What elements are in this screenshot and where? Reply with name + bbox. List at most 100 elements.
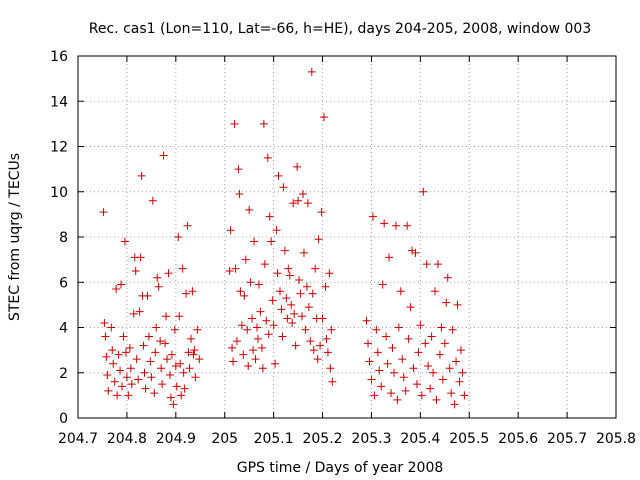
data-point xyxy=(365,357,374,366)
data-point xyxy=(326,364,335,373)
data-point xyxy=(458,368,467,377)
data-point xyxy=(118,382,127,391)
data-point xyxy=(417,391,426,400)
data-point xyxy=(322,334,331,343)
data-point xyxy=(373,348,382,357)
data-point xyxy=(269,321,278,330)
data-point xyxy=(427,332,436,341)
data-point xyxy=(161,339,170,348)
data-point xyxy=(180,384,189,393)
data-point xyxy=(414,348,423,357)
data-point xyxy=(171,361,180,370)
data-point xyxy=(258,364,267,373)
data-point xyxy=(244,361,253,370)
data-point xyxy=(236,287,245,296)
data-point xyxy=(424,361,433,370)
data-point xyxy=(253,334,262,343)
data-point xyxy=(294,196,303,205)
data-point xyxy=(370,391,379,400)
data-point xyxy=(328,377,337,386)
data-point xyxy=(453,300,462,309)
data-point xyxy=(283,314,292,323)
data-point xyxy=(383,359,392,368)
data-point xyxy=(280,246,289,255)
data-point xyxy=(442,298,451,307)
data-point xyxy=(285,271,294,280)
data-point xyxy=(158,380,167,389)
data-point xyxy=(289,199,298,208)
data-point xyxy=(119,332,128,341)
data-point xyxy=(452,357,461,366)
data-point xyxy=(184,348,193,357)
data-point xyxy=(143,291,152,300)
data-point xyxy=(260,260,269,269)
data-point xyxy=(234,165,243,174)
data-point xyxy=(447,389,456,398)
data-point xyxy=(399,373,408,382)
data-point xyxy=(327,325,336,334)
x-tick-label: 205.7 xyxy=(547,431,587,447)
data-point xyxy=(318,314,327,323)
data-point xyxy=(166,393,175,402)
data-point xyxy=(177,391,186,400)
data-point xyxy=(129,309,138,318)
data-point xyxy=(153,273,162,282)
data-point xyxy=(385,253,394,262)
data-point xyxy=(122,373,131,382)
data-point xyxy=(364,339,373,348)
data-point xyxy=(100,318,109,327)
data-point xyxy=(372,325,381,334)
data-point xyxy=(109,359,118,368)
data-point xyxy=(116,366,125,375)
data-point xyxy=(298,312,307,321)
data-point xyxy=(394,323,403,332)
data-point xyxy=(117,280,126,289)
data-point xyxy=(99,208,108,217)
data-point xyxy=(110,377,119,386)
data-point xyxy=(165,371,174,380)
data-point xyxy=(183,221,192,230)
data-point xyxy=(113,391,122,400)
data-point xyxy=(240,291,249,300)
data-point xyxy=(422,260,431,269)
data-point xyxy=(250,237,259,246)
data-point xyxy=(309,346,318,355)
data-point xyxy=(136,253,145,262)
data-point xyxy=(298,190,307,199)
data-point xyxy=(438,375,447,384)
data-point xyxy=(237,321,246,330)
data-point xyxy=(303,199,312,208)
y-tick-label: 4 xyxy=(59,321,68,337)
data-point xyxy=(265,212,274,221)
data-point xyxy=(251,355,260,364)
data-point xyxy=(148,196,157,205)
data-point xyxy=(131,266,140,275)
data-point xyxy=(291,341,300,350)
data-point xyxy=(241,255,250,264)
data-point xyxy=(272,226,281,235)
y-tick-label: 2 xyxy=(59,366,68,382)
data-point xyxy=(316,341,325,350)
x-tick-label: 205.8 xyxy=(596,431,636,447)
data-point xyxy=(295,275,304,284)
x-tick-label: 205.3 xyxy=(351,431,391,447)
data-point xyxy=(456,346,465,355)
data-point xyxy=(284,264,293,273)
data-point xyxy=(432,395,441,404)
y-tick-label: 16 xyxy=(50,49,68,65)
data-point xyxy=(248,314,257,323)
x-tick-label: 204.9 xyxy=(156,431,196,447)
data-point xyxy=(104,386,113,395)
data-point xyxy=(257,343,266,352)
data-point xyxy=(230,119,239,128)
data-point xyxy=(378,280,387,289)
data-point xyxy=(139,341,148,350)
data-point xyxy=(262,316,271,325)
y-tick-label: 12 xyxy=(50,140,68,156)
data-point xyxy=(278,332,287,341)
data-point xyxy=(367,375,376,384)
data-point xyxy=(435,350,444,359)
data-point xyxy=(304,303,313,312)
data-point xyxy=(253,323,262,332)
